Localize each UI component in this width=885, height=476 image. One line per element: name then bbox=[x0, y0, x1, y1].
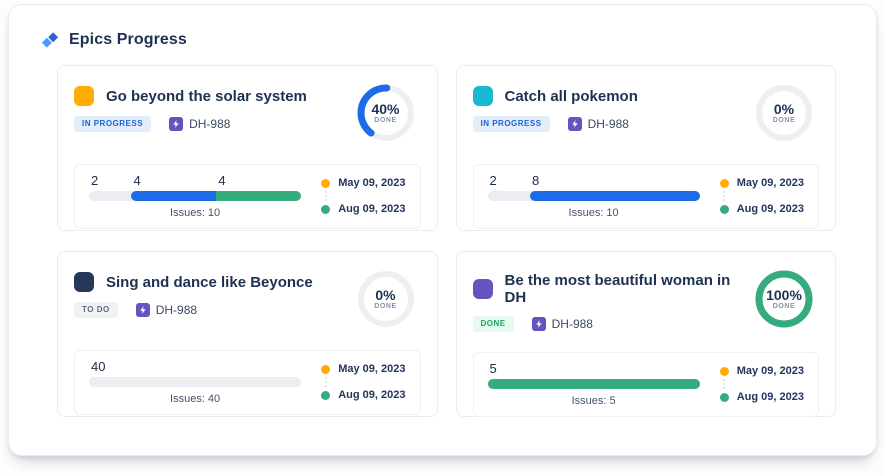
progress-box: 2 4 4 Issues: 10 May 09, 2023 Aug 09, 2023 bbox=[74, 164, 421, 229]
issue-progress-bar: 2 4 4 Issues: 10 bbox=[89, 173, 302, 219]
donut-percent: 0% bbox=[773, 100, 795, 117]
epic-title: Sing and dance like Beyonce bbox=[106, 273, 313, 291]
end-date: Aug 09, 2023 bbox=[736, 203, 804, 215]
epic-color-swatch bbox=[472, 279, 493, 299]
epic-card: Sing and dance like Beyonce TO DO DH-988… bbox=[57, 251, 438, 417]
dates-connector bbox=[723, 191, 726, 201]
start-date-dot bbox=[719, 366, 729, 376]
dates-legend: May 09, 2023 Aug 09, 2023 bbox=[321, 363, 406, 401]
issue-key-link[interactable]: DH-988 bbox=[567, 117, 629, 131]
issue-progress-bar: 5 Issues: 5 bbox=[487, 361, 700, 407]
cards-grid: Go beyond the solar system IN PROGRESS D… bbox=[9, 49, 876, 417]
epic-icon bbox=[531, 317, 546, 331]
page-title: Epics Progress bbox=[69, 31, 187, 48]
start-date-dot bbox=[321, 178, 331, 188]
donut-done-label: DONE bbox=[772, 117, 796, 125]
epic-color-swatch bbox=[74, 272, 94, 292]
epic-card: Catch all pokemon IN PROGRESS DH-988 0% … bbox=[455, 65, 836, 231]
end-date-dot bbox=[321, 390, 331, 400]
issue-key-link[interactable]: DH-988 bbox=[135, 303, 198, 317]
dates-connector bbox=[324, 377, 327, 387]
issue-key: DH-988 bbox=[155, 303, 198, 317]
epic-title: Catch all pokemon bbox=[504, 87, 638, 105]
end-date-dot bbox=[719, 392, 729, 402]
epic-title: Be the most beautiful woman in DH bbox=[504, 272, 731, 306]
issue-key: DH-988 bbox=[551, 317, 593, 331]
progress-box: 5 Issues: 5 May 09, 2023 Aug 09, 2023 bbox=[472, 352, 819, 417]
status-badge: TO DO bbox=[74, 302, 118, 318]
epic-icon bbox=[135, 303, 150, 317]
start-date: May 09, 2023 bbox=[338, 363, 406, 375]
issue-key: DH-988 bbox=[189, 117, 231, 131]
status-badge: IN PROGRESS bbox=[472, 116, 550, 132]
end-date: Aug 09, 2023 bbox=[736, 391, 804, 403]
progress-box: 2 8 Issues: 10 May 09, 2023 Aug 09, 2023 bbox=[472, 164, 819, 229]
end-date: Aug 09, 2023 bbox=[338, 389, 406, 401]
epic-icon bbox=[567, 117, 582, 131]
dates-legend: May 09, 2023 Aug 09, 2023 bbox=[321, 177, 406, 215]
epics-logo-icon bbox=[41, 31, 59, 49]
panel-header: Epics Progress bbox=[9, 5, 876, 49]
epic-card: Go beyond the solar system IN PROGRESS D… bbox=[57, 65, 438, 231]
epic-icon bbox=[169, 117, 184, 131]
status-badge: IN PROGRESS bbox=[74, 116, 152, 132]
donut-done-label: DONE bbox=[772, 303, 796, 311]
epic-color-swatch bbox=[472, 86, 493, 106]
start-date-dot bbox=[719, 178, 729, 188]
issue-progress-bar: 2 8 Issues: 10 bbox=[487, 173, 700, 219]
dates-connector bbox=[723, 379, 726, 389]
donut-percent: 100% bbox=[766, 286, 802, 303]
end-date-dot bbox=[321, 204, 331, 214]
issue-key-link[interactable]: DH-988 bbox=[169, 117, 230, 131]
dates-connector bbox=[324, 191, 327, 201]
issue-progress-bar: 40 Issues: 40 bbox=[89, 359, 302, 405]
donut-percent: 40% bbox=[371, 100, 400, 117]
progress-donut: 40% DONE bbox=[355, 82, 417, 144]
end-date: Aug 09, 2023 bbox=[338, 203, 406, 215]
start-date-dot bbox=[321, 364, 331, 374]
start-date: May 09, 2023 bbox=[736, 177, 804, 189]
progress-donut: 0% DONE bbox=[355, 268, 417, 330]
progress-box: 40 Issues: 40 May 09, 2023 Aug 09, 2023 bbox=[74, 350, 421, 415]
progress-donut: 0% DONE bbox=[753, 82, 815, 144]
dates-legend: May 09, 2023 Aug 09, 2023 bbox=[719, 177, 804, 215]
donut-percent: 0% bbox=[375, 286, 396, 303]
donut-done-label: DONE bbox=[374, 117, 397, 125]
donut-done-label: DONE bbox=[374, 303, 397, 311]
issue-key-link[interactable]: DH-988 bbox=[531, 317, 593, 331]
start-date: May 09, 2023 bbox=[338, 177, 406, 189]
issue-key: DH-988 bbox=[587, 117, 629, 131]
epics-progress-panel: Epics Progress Go beyond the solar syste… bbox=[8, 4, 877, 456]
epic-color-swatch bbox=[74, 86, 94, 106]
epic-card: Be the most beautiful woman in DH DONE D… bbox=[455, 251, 836, 417]
progress-donut: 100% DONE bbox=[753, 268, 815, 330]
end-date-dot bbox=[719, 204, 729, 214]
start-date: May 09, 2023 bbox=[736, 365, 804, 377]
epic-title: Go beyond the solar system bbox=[106, 87, 307, 105]
dates-legend: May 09, 2023 Aug 09, 2023 bbox=[719, 365, 804, 403]
status-badge: DONE bbox=[472, 316, 514, 332]
